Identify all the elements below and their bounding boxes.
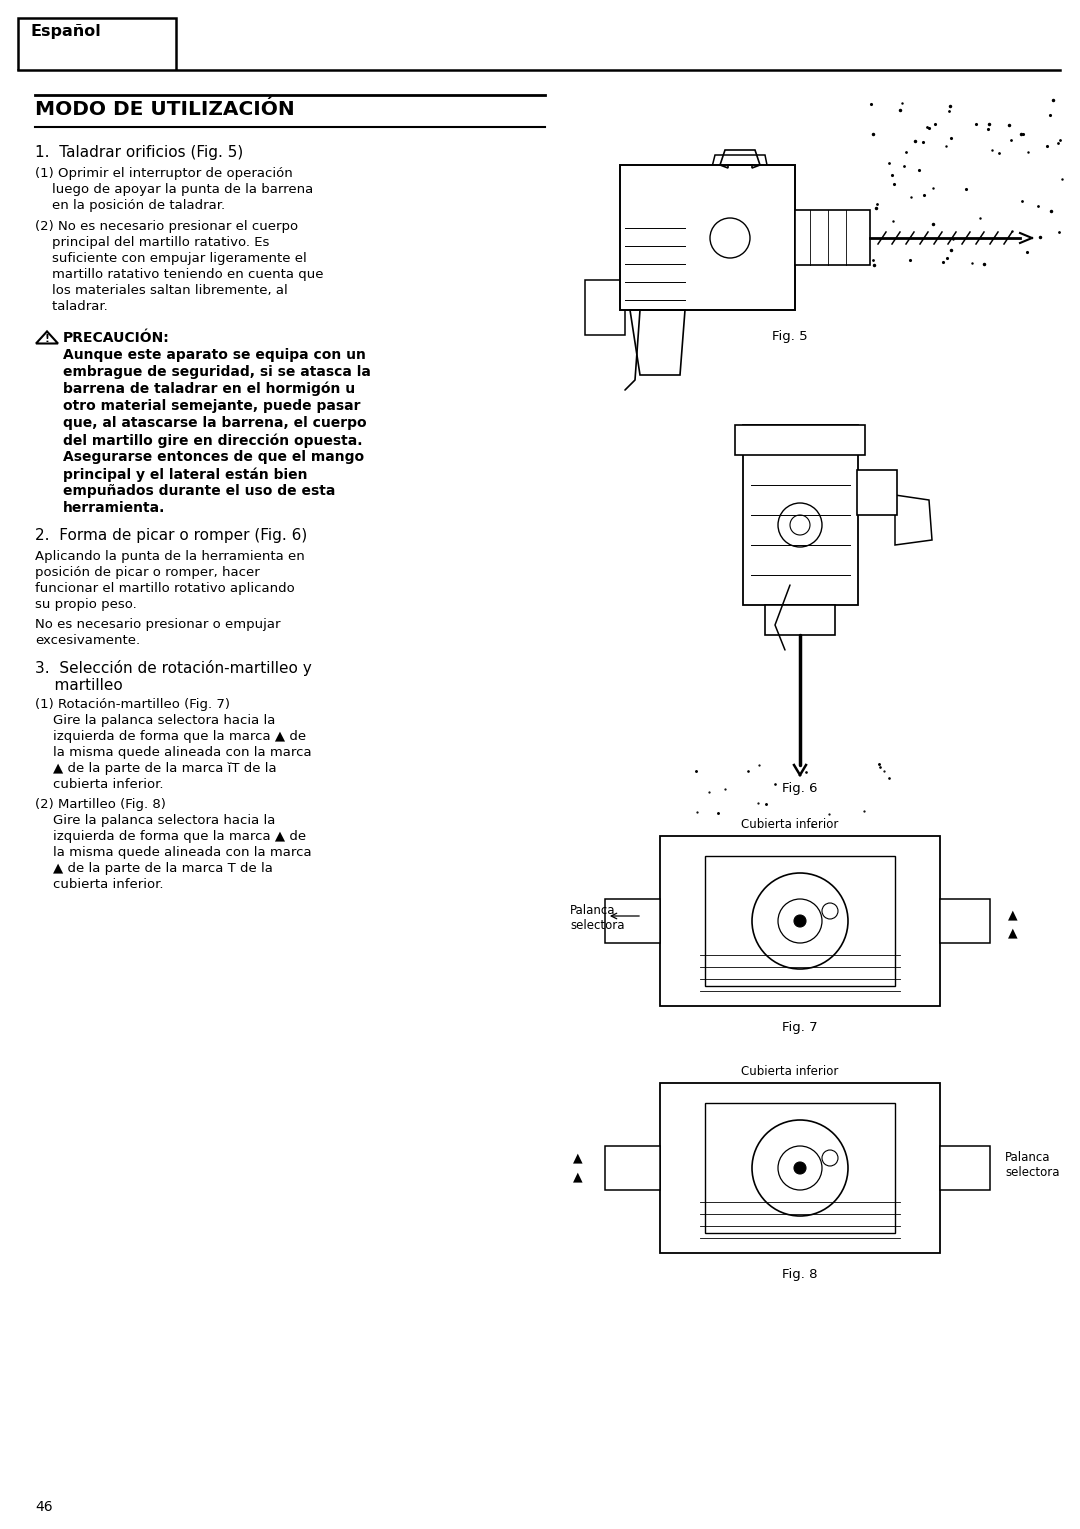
- Text: en la posición de taladrar.: en la posición de taladrar.: [35, 199, 225, 213]
- Text: Fig. 6: Fig. 6: [782, 781, 818, 795]
- Text: 3.  Selección de rotación-martilleo y: 3. Selección de rotación-martilleo y: [35, 661, 312, 676]
- Text: ▲ de la parte de la marca ĭT de la: ▲ de la parte de la marca ĭT de la: [53, 761, 276, 775]
- Text: Fig. 7: Fig. 7: [782, 1021, 818, 1034]
- Text: martilleo: martilleo: [35, 677, 123, 693]
- Text: Asegurarse entonces de que el mango: Asegurarse entonces de que el mango: [63, 450, 364, 463]
- Circle shape: [794, 914, 806, 927]
- Text: ▲: ▲: [573, 1170, 583, 1183]
- Text: martillo ratativo teniendo en cuenta que: martillo ratativo teniendo en cuenta que: [35, 268, 324, 281]
- Text: 46: 46: [35, 1500, 53, 1514]
- Text: Fig. 8: Fig. 8: [782, 1268, 818, 1281]
- Text: funcionar el martillo rotativo aplicando: funcionar el martillo rotativo aplicando: [35, 583, 295, 595]
- Text: (2) Martilleo (Fig. 8): (2) Martilleo (Fig. 8): [35, 798, 166, 810]
- FancyBboxPatch shape: [940, 899, 990, 943]
- Text: ▲: ▲: [1008, 908, 1017, 920]
- Text: (1) Rotación-martilleo (Fig. 7): (1) Rotación-martilleo (Fig. 7): [35, 699, 230, 711]
- Text: izquierda de forma que la marca ▲ de: izquierda de forma que la marca ▲ de: [53, 830, 306, 842]
- Text: ▲ de la parte de la marca T de la: ▲ de la parte de la marca T de la: [53, 862, 273, 875]
- Text: excesivamente.: excesivamente.: [35, 635, 140, 647]
- Text: la misma quede alineada con la marca: la misma quede alineada con la marca: [53, 746, 312, 758]
- Text: Cubierta inferior: Cubierta inferior: [741, 1066, 839, 1078]
- Text: la misma quede alineada con la marca: la misma quede alineada con la marca: [53, 846, 312, 859]
- FancyBboxPatch shape: [795, 209, 870, 265]
- Text: Aunque este aparato se equipa con un: Aunque este aparato se equipa con un: [63, 349, 366, 362]
- Text: Palanca
selectora: Palanca selectora: [570, 904, 624, 933]
- Text: suficiente con empujar ligeramente el: suficiente con empujar ligeramente el: [35, 252, 307, 265]
- Text: MODO DE UTILIZACIÓN: MODO DE UTILIZACIÓN: [35, 99, 295, 119]
- Text: (2) No es necesario presionar el cuerpo: (2) No es necesario presionar el cuerpo: [35, 220, 298, 232]
- Text: izquierda de forma que la marca ▲ de: izquierda de forma que la marca ▲ de: [53, 729, 306, 743]
- FancyBboxPatch shape: [765, 605, 835, 635]
- Text: cubierta inferior.: cubierta inferior.: [53, 778, 163, 790]
- FancyBboxPatch shape: [858, 469, 897, 515]
- Text: herramienta.: herramienta.: [63, 502, 165, 515]
- Text: Fig. 5: Fig. 5: [772, 330, 808, 342]
- FancyBboxPatch shape: [705, 856, 895, 986]
- FancyBboxPatch shape: [940, 1147, 990, 1190]
- Text: No es necesario presionar o empujar: No es necesario presionar o empujar: [35, 618, 281, 631]
- Circle shape: [794, 1162, 806, 1174]
- Text: Gire la palanca selectora hacia la: Gire la palanca selectora hacia la: [53, 813, 275, 827]
- Text: !: !: [44, 333, 50, 344]
- Text: 2.  Forma de picar o romper (Fig. 6): 2. Forma de picar o romper (Fig. 6): [35, 528, 307, 543]
- FancyBboxPatch shape: [605, 1147, 660, 1190]
- Text: principal del martillo ratativo. Es: principal del martillo ratativo. Es: [35, 235, 269, 249]
- Text: barrena de taladrar en el hormigón u: barrena de taladrar en el hormigón u: [63, 382, 355, 396]
- FancyBboxPatch shape: [735, 425, 865, 456]
- Text: (1) Oprimir el interruptor de operación: (1) Oprimir el interruptor de operación: [35, 167, 293, 180]
- FancyBboxPatch shape: [743, 425, 858, 605]
- Text: su propio peso.: su propio peso.: [35, 598, 137, 612]
- Text: Cubierta inferior: Cubierta inferior: [741, 818, 839, 830]
- FancyBboxPatch shape: [620, 165, 795, 310]
- FancyBboxPatch shape: [605, 899, 660, 943]
- Text: Gire la palanca selectora hacia la: Gire la palanca selectora hacia la: [53, 714, 275, 726]
- Text: taladrar.: taladrar.: [35, 300, 108, 313]
- FancyBboxPatch shape: [660, 836, 940, 1006]
- Text: principal y el lateral están bien: principal y el lateral están bien: [63, 466, 308, 482]
- Text: posición de picar o romper, hacer: posición de picar o romper, hacer: [35, 566, 260, 579]
- Text: luego de apoyar la punta de la barrena: luego de apoyar la punta de la barrena: [35, 183, 313, 196]
- Text: otro material semejante, puede pasar: otro material semejante, puede pasar: [63, 399, 361, 413]
- Text: del martillo gire en dirección opuesta.: del martillo gire en dirección opuesta.: [63, 433, 363, 448]
- Text: Palanca
selectora: Palanca selectora: [1005, 1151, 1059, 1179]
- Text: Español: Español: [30, 24, 100, 40]
- Text: ▲: ▲: [1008, 927, 1017, 939]
- Text: que, al atascarse la barrena, el cuerpo: que, al atascarse la barrena, el cuerpo: [63, 416, 366, 430]
- Text: 1.  Taladrar orificios (Fig. 5): 1. Taladrar orificios (Fig. 5): [35, 145, 243, 161]
- Text: cubierta inferior.: cubierta inferior.: [53, 878, 163, 891]
- Text: embrague de seguridad, si se atasca la: embrague de seguridad, si se atasca la: [63, 365, 370, 379]
- Text: ▲: ▲: [573, 1151, 583, 1164]
- Text: PRECAUCIÓN:: PRECAUCIÓN:: [63, 330, 170, 346]
- Text: empuñados durante el uso de esta: empuñados durante el uso de esta: [63, 485, 336, 498]
- FancyBboxPatch shape: [705, 1102, 895, 1232]
- Text: Aplicando la punta de la herramienta en: Aplicando la punta de la herramienta en: [35, 550, 305, 563]
- Text: los materiales saltan libremente, al: los materiales saltan libremente, al: [35, 284, 287, 297]
- FancyBboxPatch shape: [660, 1083, 940, 1252]
